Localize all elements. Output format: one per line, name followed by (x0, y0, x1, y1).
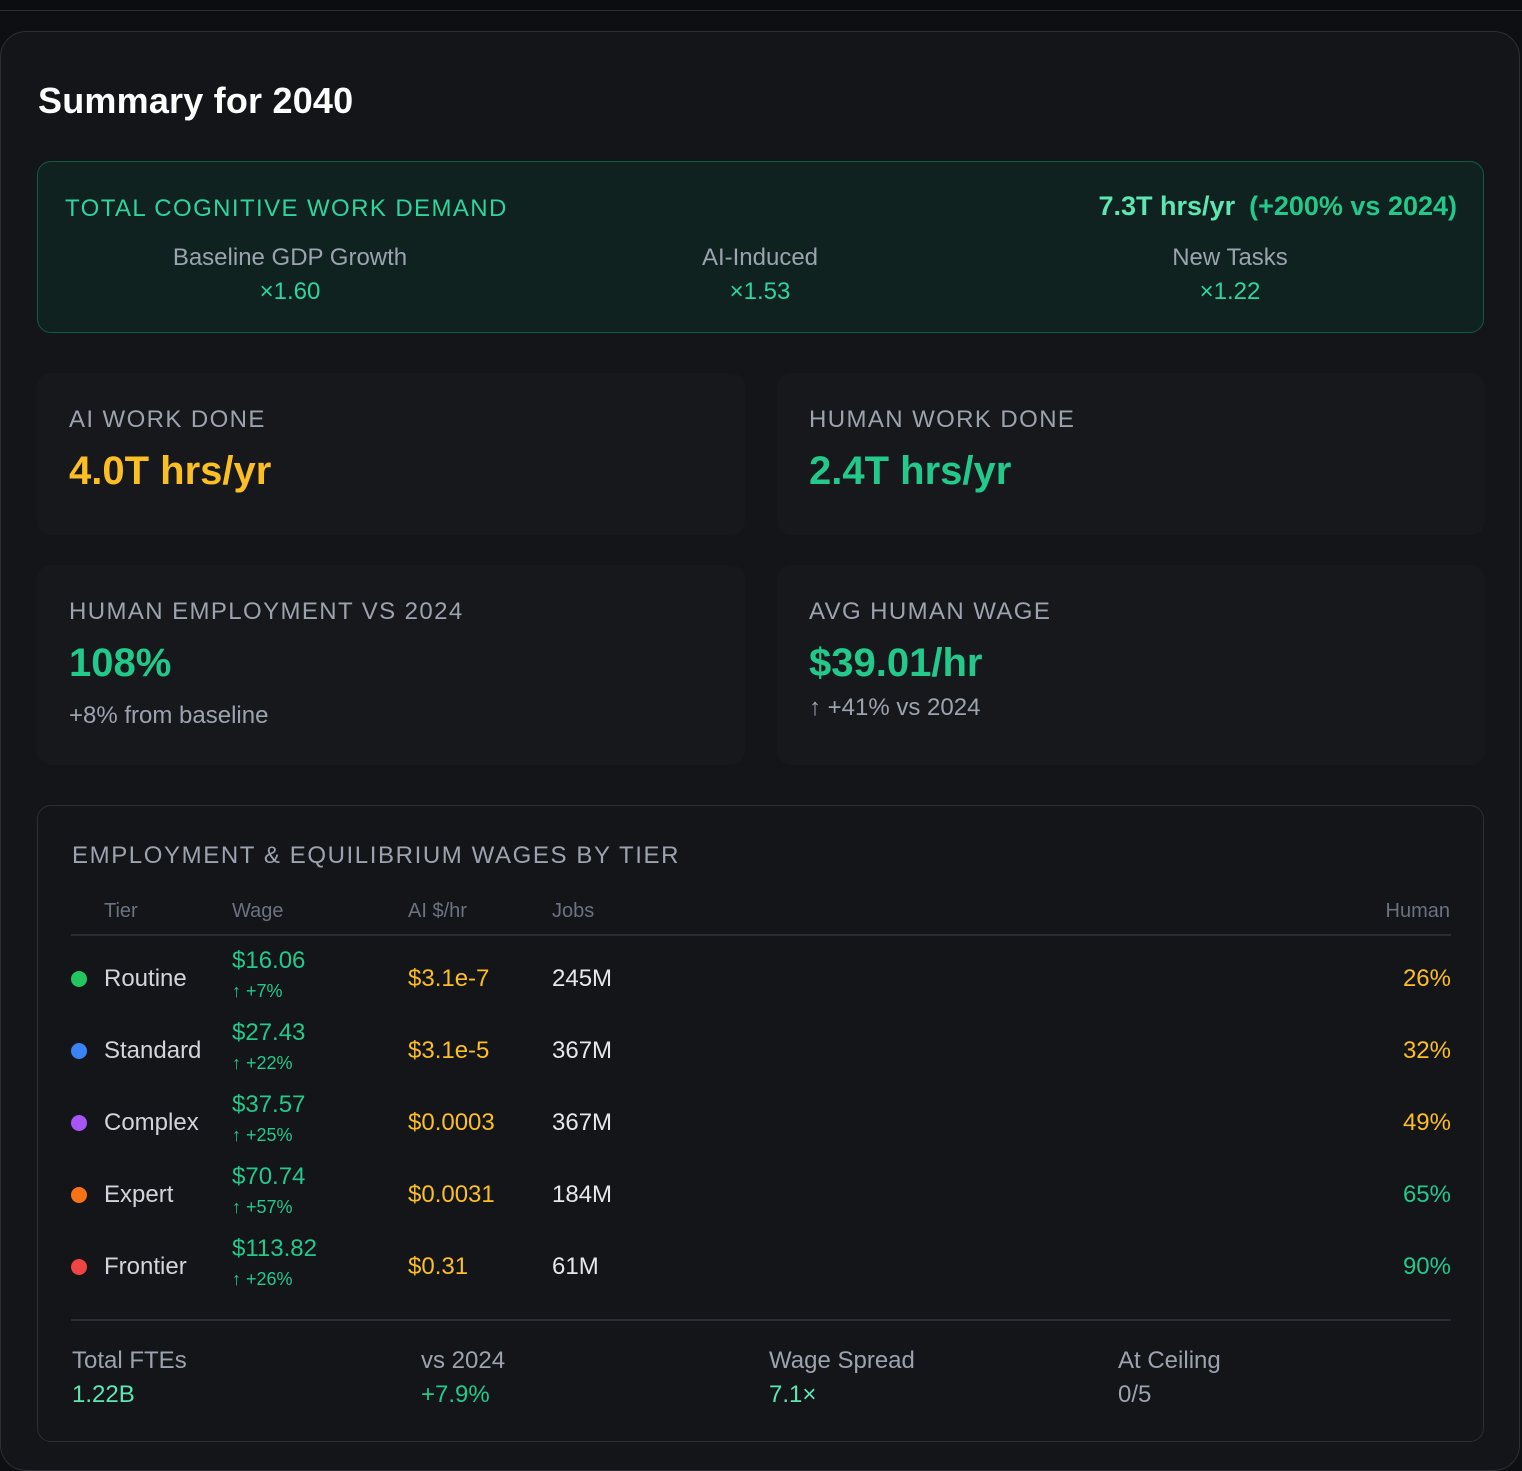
table-row: Expert $70.74 ↑ +57% $0.0031 184M 65% (71, 1159, 1451, 1231)
footer-value: 7.1× (769, 1381, 817, 1408)
tier-human-share: 32% (1402, 1037, 1451, 1064)
tier-wage-change: ↑ +25% (232, 1125, 293, 1145)
factor-value: ×1.22 (1199, 278, 1261, 305)
ai-work-card: AI WORK DONE 4.0T hrs/yr (37, 373, 745, 535)
card-label: AI WORK DONE (69, 406, 266, 433)
card-label: HUMAN EMPLOYMENT VS 2024 (69, 598, 464, 625)
card-value: $39.01/hr (809, 641, 983, 685)
tier-human-share: 49% (1402, 1109, 1451, 1136)
tier-dot-icon (71, 971, 87, 987)
footer-value: 0/5 (1118, 1381, 1152, 1408)
tier-dot-icon (71, 1259, 87, 1275)
tier-wage: $37.57 (232, 1091, 306, 1118)
footer-label: At Ceiling (1118, 1347, 1221, 1374)
card-subtext: +8% from baseline (69, 702, 269, 729)
tier-dot-icon (71, 1043, 87, 1059)
footer-label: Total FTEs (72, 1347, 187, 1374)
tier-wage: $113.82 (232, 1235, 317, 1262)
tier-wage: $27.43 (232, 1019, 306, 1046)
tier-jobs: 184M (552, 1181, 613, 1208)
tier-human-share: 65% (1402, 1181, 1451, 1208)
footer-vs-2024: vs 2024 +7.9% (421, 1347, 505, 1409)
table-row: Standard $27.43 ↑ +22% $3.1e-5 367M 32% (71, 1015, 1451, 1087)
tier-name: Routine (104, 965, 187, 992)
tier-jobs: 367M (552, 1037, 613, 1064)
demand-total: 7.3T hrs/yr (1098, 191, 1236, 221)
tier-dot-icon (71, 1115, 87, 1131)
tier-dot-icon (71, 1187, 87, 1203)
tier-wage-change: ↑ +22% (232, 1053, 293, 1073)
factor-baseline-gdp: Baseline GDP Growth ×1.60 (80, 244, 500, 306)
table-row: Frontier $113.82 ↑ +26% $0.31 61M 90% (71, 1231, 1451, 1303)
footer-value: 1.22B (72, 1381, 135, 1408)
tier-human-share: 26% (1402, 965, 1451, 992)
tier-table-card: EMPLOYMENT & EQUILIBRIUM WAGES BY TIER T… (37, 805, 1484, 1442)
human-work-card: HUMAN WORK DONE 2.4T hrs/yr (777, 373, 1485, 535)
factor-value: ×1.53 (729, 278, 791, 305)
tier-ai-cost: $0.0003 (408, 1109, 495, 1136)
footer-label: vs 2024 (421, 1347, 506, 1374)
tier-ai-cost: $3.1e-5 (408, 1037, 490, 1064)
avg-wage-card: AVG HUMAN WAGE $39.01/hr ↑ +41% vs 2024 (777, 565, 1485, 765)
card-value: 108% (69, 641, 172, 685)
tier-ai-cost: $0.31 (408, 1253, 469, 1280)
header-divider (71, 934, 1451, 936)
tier-wage-change: ↑ +57% (232, 1197, 293, 1217)
column-header-wage: Wage (232, 900, 284, 922)
factor-ai-induced: AI-Induced ×1.53 (550, 244, 970, 306)
footer-divider (71, 1319, 1451, 1321)
demand-value: 7.3T hrs/yr (+200% vs 2024) (1099, 191, 1457, 222)
card-value: 4.0T hrs/yr (69, 449, 272, 493)
card-value: 2.4T hrs/yr (809, 449, 1012, 493)
factor-label: AI-Induced (701, 244, 819, 271)
factor-label: New Tasks (1172, 244, 1288, 271)
footer-label: Wage Spread (769, 1347, 915, 1374)
tier-ai-cost: $0.0031 (408, 1181, 495, 1208)
card-label: AVG HUMAN WAGE (809, 598, 1052, 625)
column-header-ai-cost: AI $/hr (408, 900, 467, 922)
tier-wage-change: ↑ +26% (232, 1269, 293, 1289)
column-header-jobs: Jobs (552, 900, 595, 922)
tier-ai-cost: $3.1e-7 (408, 965, 490, 992)
top-bar (0, 0, 1522, 11)
tier-wage: $70.74 (232, 1163, 306, 1190)
factor-label: Baseline GDP Growth (172, 244, 408, 271)
tier-jobs: 367M (552, 1109, 613, 1136)
page-title: Summary for 2040 (38, 80, 354, 121)
demand-delta: (+200% vs 2024) (1249, 191, 1457, 221)
column-header-tier: Tier (104, 900, 138, 922)
factor-value: ×1.60 (259, 278, 321, 305)
tier-name: Expert (104, 1181, 174, 1208)
tier-jobs: 245M (552, 965, 613, 992)
table-row: Routine $16.06 ↑ +7% $3.1e-7 245M 26% (71, 943, 1451, 1015)
tier-wage: $16.06 (232, 947, 306, 974)
tier-table-title: EMPLOYMENT & EQUILIBRIUM WAGES BY TIER (72, 842, 681, 869)
card-label: HUMAN WORK DONE (809, 406, 1076, 433)
table-row: Complex $37.57 ↑ +25% $0.0003 367M 49% (71, 1087, 1451, 1159)
factor-new-tasks: New Tasks ×1.22 (1020, 244, 1440, 306)
tier-human-share: 90% (1402, 1253, 1451, 1280)
card-subtext: ↑ +41% vs 2024 (809, 694, 981, 721)
tier-name: Complex (104, 1109, 199, 1136)
footer-value: +7.9% (421, 1381, 490, 1408)
footer-at-ceiling: At Ceiling 0/5 (1118, 1347, 1221, 1409)
employment-card: HUMAN EMPLOYMENT VS 2024 108% +8% from b… (37, 565, 745, 765)
column-header-human: Human (1385, 900, 1450, 922)
tier-name: Frontier (104, 1253, 187, 1280)
tier-wage-change: ↑ +7% (232, 981, 283, 1001)
tier-name: Standard (104, 1037, 202, 1064)
tier-jobs: 61M (552, 1253, 599, 1280)
total-demand-card: TOTAL COGNITIVE WORK DEMAND 7.3T hrs/yr (… (37, 161, 1484, 333)
footer-wage-spread: Wage Spread 7.1× (769, 1347, 915, 1409)
demand-label: TOTAL COGNITIVE WORK DEMAND (65, 195, 508, 222)
footer-total-ftes: Total FTEs 1.22B (72, 1347, 187, 1409)
